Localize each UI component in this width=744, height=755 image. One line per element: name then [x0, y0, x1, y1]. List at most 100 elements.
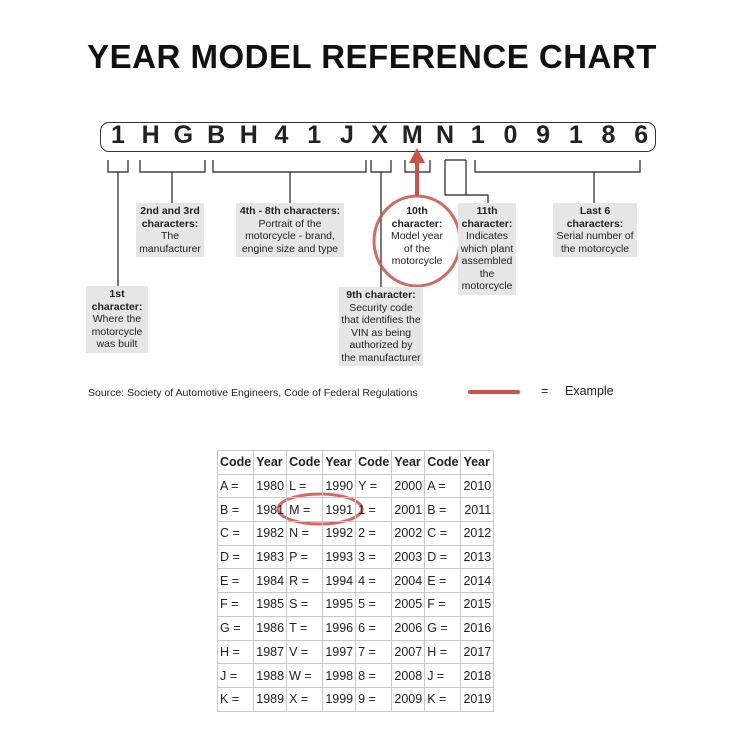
column-header: Year	[322, 450, 357, 475]
code-cell: G =	[424, 615, 462, 641]
vin-char: 4	[274, 121, 289, 149]
column-header: Code	[424, 450, 462, 475]
code-cell: 5 =	[355, 592, 393, 617]
year-cell: 1996	[322, 615, 357, 641]
label-4th-8th: 4th - 8th characters: Portrait of the mot…	[236, 203, 344, 257]
column-header: Year	[253, 450, 288, 475]
code-cell: 7 =	[355, 639, 393, 665]
year-cell: 1994	[322, 568, 357, 594]
vin-char: 1	[568, 121, 583, 149]
year-cell: 1992	[322, 521, 357, 546]
bracket-1st	[107, 160, 129, 286]
year-cell: 1987	[253, 639, 288, 665]
vin-char: X	[371, 121, 388, 149]
code-cell: E =	[216, 568, 255, 594]
year-cell: 1986	[253, 615, 288, 641]
code-cell: J =	[424, 663, 462, 688]
code-cell: 8 =	[355, 663, 393, 688]
table-row: C = 1982 N = 1992 2 = 2002 C = 2012	[216, 521, 495, 546]
vin-char: 8	[601, 121, 616, 149]
code-cell: L =	[286, 473, 324, 499]
label-11th: 11th character: Indicates which plant ass…	[458, 203, 516, 295]
column-header: Code	[216, 450, 255, 475]
table-row: E = 1984 R = 1994 4 = 2004 E = 2014	[216, 568, 495, 594]
code-cell: 9 =	[355, 686, 393, 712]
year-cell: 1998	[322, 663, 357, 688]
code-cell: 6 =	[355, 615, 393, 641]
vin-char: M	[401, 121, 423, 149]
year-cell: 1995	[322, 592, 357, 617]
label-9th: 9th character: Security code that identif…	[339, 287, 423, 366]
year-cell: 1980	[253, 473, 288, 499]
source-note: Source: Society of Automotive Engineers,…	[88, 387, 418, 399]
vin-char: H	[141, 121, 160, 149]
vin-char: N	[435, 121, 455, 149]
year-cell: 1983	[253, 544, 288, 570]
vin-char: 6	[634, 121, 649, 149]
code-cell: P =	[286, 544, 324, 570]
code-cell: D =	[424, 544, 462, 570]
year-cell: 2018	[460, 663, 495, 688]
code-cell: V =	[286, 639, 324, 665]
year-cell: 2016	[460, 615, 495, 641]
code-cell: K =	[424, 686, 462, 712]
year-cell: 2010	[460, 473, 495, 499]
table-row: D = 1983 P = 1993 3 = 2003 D = 2013	[216, 544, 495, 570]
year-cell: 2006	[391, 615, 426, 641]
year-cell: 2000	[391, 473, 426, 499]
column-header: Code	[286, 450, 324, 475]
year-cell: 1982	[253, 521, 288, 546]
vin-char: H	[239, 121, 258, 149]
year-cell: 2008	[391, 663, 426, 688]
code-cell: G =	[216, 615, 255, 641]
year-cell: 1991	[322, 497, 357, 523]
code-cell: A =	[424, 473, 462, 499]
year-cell: 2015	[460, 592, 495, 617]
label-2nd-3rd: 2nd and 3rd characters: The manufacturer	[136, 203, 204, 257]
code-cell: C =	[424, 521, 462, 546]
table-row: B = 1981 M = 1991 1 = 2001 B = 2011	[216, 497, 495, 523]
bracket-last6	[474, 160, 641, 203]
code-cell: A =	[216, 473, 255, 499]
table-row: K = 1989 X = 1999 9 = 2009 K = 2019	[216, 686, 495, 712]
table-row: F = 1985 S = 1995 5 = 2005 F = 2015	[216, 592, 495, 617]
legend-equals: =	[541, 384, 549, 398]
year-cell: 1989	[253, 686, 288, 712]
code-cell: 1 =	[355, 497, 393, 523]
label-last6: Last 6 characters: Serial number of the m…	[553, 203, 637, 257]
code-cell: W =	[286, 663, 324, 688]
code-cell: H =	[216, 639, 255, 665]
code-cell: 2 =	[355, 521, 393, 546]
year-cell: 1984	[253, 568, 288, 594]
bracket-2nd-3rd	[139, 160, 206, 203]
bracket-11th	[444, 159, 489, 203]
vin-char: 9	[536, 121, 551, 149]
year-cell: 2007	[391, 639, 426, 665]
year-cell: 2017	[460, 639, 495, 665]
arrow-head	[409, 148, 425, 163]
bracket-4th-8th	[212, 160, 367, 203]
table-row: J = 1988 W = 1998 8 = 2008 J = 2018	[216, 663, 495, 688]
code-cell: Y =	[355, 473, 393, 499]
code-cell: C =	[216, 521, 255, 546]
code-cell: M =	[286, 497, 324, 523]
vin-char: B	[207, 121, 226, 149]
year-cell: 2013	[460, 544, 495, 570]
code-cell: S =	[286, 592, 324, 617]
table-row: H = 1987 V = 1997 7 = 2007 H = 2017	[216, 639, 495, 665]
code-cell: N =	[286, 521, 324, 546]
vin-char: G	[173, 121, 194, 149]
year-cell: 2011	[460, 497, 495, 523]
vin-char: 1	[111, 121, 125, 149]
year-cell: 2012	[460, 521, 495, 546]
vin-char: 0	[503, 121, 518, 149]
year-cell: 2005	[391, 592, 426, 617]
code-cell: T =	[286, 615, 324, 641]
table-header-row: Code Year Code Year Code Year Code Year	[216, 450, 495, 475]
code-cell: R =	[286, 568, 324, 594]
year-cell: 1981	[253, 497, 288, 523]
year-cell: 1997	[322, 639, 357, 665]
label-10th: 10th character: Model year of the motorcy…	[391, 205, 443, 267]
table-row: G = 1986 T = 1996 6 = 2006 G = 2016	[216, 615, 495, 641]
